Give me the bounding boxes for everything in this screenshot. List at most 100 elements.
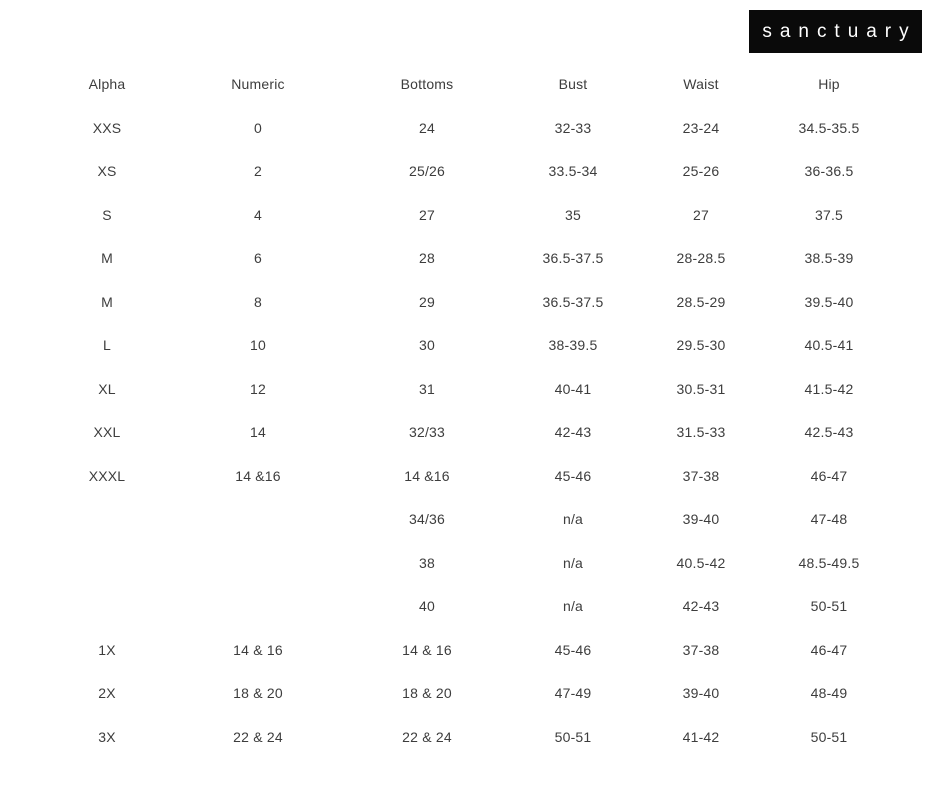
cell-numeric: 14 &16 xyxy=(235,467,281,484)
cell-bust: 35 xyxy=(565,206,581,223)
cell-alpha: XXS xyxy=(92,119,122,136)
column-header-alpha: Alpha xyxy=(88,76,126,92)
cell-bottoms: 30 xyxy=(419,337,435,354)
cell-alpha: XL xyxy=(98,380,116,397)
cell-alpha xyxy=(30,541,184,585)
cell-bottoms: 27 xyxy=(419,206,435,223)
cell-waist: 40.5-42 xyxy=(676,554,726,571)
cell-waist: 29.5-30 xyxy=(676,337,726,354)
cell-bottoms: 14 & 16 xyxy=(402,641,452,658)
cell-waist: 31.5-33 xyxy=(676,424,726,441)
cell-alpha: 3X xyxy=(98,728,116,745)
table-row: 34/36 n/a 39-40 47-48 xyxy=(30,498,880,542)
cell-waist: 28-28.5 xyxy=(676,250,726,267)
table-row: XL 12 31 40-41 30.5-31 41.5-42 xyxy=(30,367,880,411)
cell-bottoms: 22 & 24 xyxy=(402,728,452,745)
cell-waist: 30.5-31 xyxy=(676,380,726,397)
table-row: XXL 14 32/33 42-43 31.5-33 42.5-43 xyxy=(30,411,880,455)
cell-hip: 42.5-43 xyxy=(804,424,854,441)
cell-waist: 39-40 xyxy=(682,511,720,528)
cell-alpha: 1X xyxy=(98,641,116,658)
cell-numeric: 22 & 24 xyxy=(233,728,283,745)
cell-numeric xyxy=(184,541,332,585)
cell-bottoms: 14 &16 xyxy=(404,467,450,484)
cell-alpha: M xyxy=(101,293,113,310)
cell-waist: 42-43 xyxy=(682,598,720,615)
cell-alpha: S xyxy=(102,206,112,223)
cell-bust: 40-41 xyxy=(554,380,592,397)
cell-hip: 46-47 xyxy=(810,467,848,484)
cell-waist: 27 xyxy=(693,206,709,223)
cell-bust: 32-33 xyxy=(554,119,592,136)
cell-numeric: 8 xyxy=(254,293,262,310)
cell-numeric: 18 & 20 xyxy=(233,685,283,702)
table-row: L 10 30 38-39.5 29.5-30 40.5-41 xyxy=(30,324,880,368)
cell-waist: 28.5-29 xyxy=(676,293,726,310)
cell-hip: 48-49 xyxy=(810,685,848,702)
cell-waist: 39-40 xyxy=(682,685,720,702)
cell-hip: 47-48 xyxy=(810,511,848,528)
cell-hip: 50-51 xyxy=(810,728,848,745)
cell-waist: 23-24 xyxy=(682,119,720,136)
cell-numeric: 14 & 16 xyxy=(233,641,283,658)
table-row: S 4 27 35 27 37.5 xyxy=(30,193,880,237)
cell-numeric: 4 xyxy=(254,206,262,223)
table-row: 40 n/a 42-43 50-51 xyxy=(30,585,880,629)
cell-hip: 37.5 xyxy=(814,206,844,223)
cell-bottoms: 25/26 xyxy=(408,163,446,180)
table-row: 1X 14 & 16 14 & 16 45-46 37-38 46-47 xyxy=(30,628,880,672)
cell-waist: 37-38 xyxy=(682,641,720,658)
cell-numeric xyxy=(184,585,332,629)
cell-hip: 39.5-40 xyxy=(804,293,854,310)
cell-bottoms: 40 xyxy=(419,598,435,615)
cell-alpha: XS xyxy=(97,163,117,180)
cell-bust: 45-46 xyxy=(554,467,592,484)
table-row: XXXL 14 &16 14 &16 45-46 37-38 46-47 xyxy=(30,454,880,498)
cell-waist: 25-26 xyxy=(682,163,720,180)
cell-bottoms: 28 xyxy=(419,250,435,267)
table-row: 38 n/a 40.5-42 48.5-49.5 xyxy=(30,541,880,585)
cell-waist: 41-42 xyxy=(682,728,720,745)
cell-numeric: 10 xyxy=(250,337,266,354)
cell-bust: 45-46 xyxy=(554,641,592,658)
cell-hip: 46-47 xyxy=(810,641,848,658)
cell-bust: n/a xyxy=(562,554,584,571)
cell-alpha: XXXL xyxy=(88,467,126,484)
cell-numeric: 0 xyxy=(254,119,262,136)
cell-numeric: 12 xyxy=(250,380,266,397)
cell-bottoms: 24 xyxy=(419,119,435,136)
column-header-hip: Hip xyxy=(818,76,840,92)
cell-numeric: 6 xyxy=(254,250,262,267)
size-chart-body: XXS 0 24 32-33 23-24 34.5-35.5 XS 2 25/26 33.5-34… xyxy=(30,106,880,759)
cell-bust: 36.5-37.5 xyxy=(542,293,604,310)
size-chart-table: Alpha Numeric Bottoms Bust Waist Hip XXS… xyxy=(30,62,880,759)
cell-alpha: 2X xyxy=(98,685,116,702)
header-row: Alpha Numeric Bottoms Bust Waist Hip xyxy=(30,62,880,106)
cell-numeric: 14 xyxy=(250,424,266,441)
brand-logo: sanctuary xyxy=(749,10,922,53)
cell-bust: 47-49 xyxy=(554,685,592,702)
cell-alpha xyxy=(30,585,184,629)
cell-numeric: 2 xyxy=(254,163,262,180)
cell-bottoms: 18 & 20 xyxy=(402,685,452,702)
cell-bottoms: 31 xyxy=(419,380,435,397)
cell-alpha: L xyxy=(103,337,111,354)
column-header-numeric: Numeric xyxy=(231,76,285,92)
cell-bust: 50-51 xyxy=(554,728,592,745)
column-header-bust: Bust xyxy=(558,76,588,92)
cell-hip: 48.5-49.5 xyxy=(798,554,860,571)
table-row: M 6 28 36.5-37.5 28-28.5 38.5-39 xyxy=(30,237,880,281)
column-header-waist: Waist xyxy=(683,76,719,92)
brand-logo-text: sanctuary xyxy=(762,20,917,42)
cell-bust: 38-39.5 xyxy=(548,337,598,354)
cell-bust: 42-43 xyxy=(554,424,592,441)
table-row: XXS 0 24 32-33 23-24 34.5-35.5 xyxy=(30,106,880,150)
table-row: M 8 29 36.5-37.5 28.5-29 39.5-40 xyxy=(30,280,880,324)
cell-alpha: XXL xyxy=(93,424,121,441)
cell-hip: 41.5-42 xyxy=(804,380,854,397)
cell-hip: 50-51 xyxy=(810,598,848,615)
cell-hip: 38.5-39 xyxy=(804,250,854,267)
cell-bottoms: 38 xyxy=(419,554,435,571)
cell-hip: 40.5-41 xyxy=(804,337,854,354)
